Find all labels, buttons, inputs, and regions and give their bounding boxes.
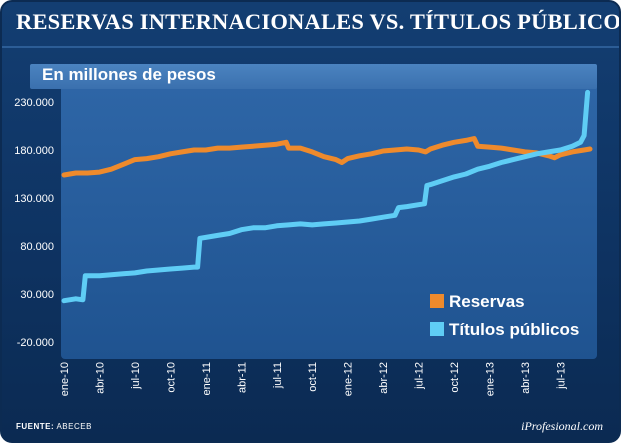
series-line-reservas <box>61 136 593 178</box>
x-tick-label: oct-12 <box>449 362 461 393</box>
y-tick-label: 180.000 <box>14 145 54 157</box>
x-tick-label: ene-12 <box>343 362 355 396</box>
series-layer <box>61 89 593 304</box>
chart-subtitle: En millones de pesos <box>42 65 216 84</box>
x-axis: ene-10 abr-10 jul-10 oct-10 ene-11 abr-11 jul-… <box>59 362 567 396</box>
legend-label: Reservas <box>449 292 525 311</box>
series-line-titulos-publicos <box>61 89 591 304</box>
legend-swatch <box>430 294 444 308</box>
legend: Reservas Títulos públicos <box>430 292 579 339</box>
x-tick-label: jul-13 <box>555 362 567 390</box>
plot-area <box>61 64 597 359</box>
y-tick-label: 130.000 <box>14 193 54 205</box>
y-tick-label: 30.000 <box>20 289 54 301</box>
y-tick-label: -20.000 <box>17 337 54 349</box>
x-tick-label: jul-12 <box>414 362 426 390</box>
y-tick-label: 230.000 <box>14 97 54 109</box>
source-value: ABECEB <box>56 422 92 431</box>
x-tick-label: jul-11 <box>272 362 284 389</box>
x-tick-label: oct-10 <box>165 362 177 393</box>
x-tick-label: abr-10 <box>94 362 106 394</box>
legend-label: Títulos públicos <box>449 320 579 339</box>
title-divider <box>2 46 619 48</box>
x-tick-label: ene-13 <box>485 362 497 396</box>
x-tick-label: ene-11 <box>201 362 213 395</box>
y-tick-label: 80.000 <box>20 241 54 253</box>
source-label: FUENTE: <box>16 422 55 431</box>
chart-title: RESERVAS INTERNACIONALES VS. TÍTULOS PÚB… <box>16 9 621 34</box>
source-note: FUENTE: ABECEB <box>16 422 92 431</box>
subtitle-band <box>30 64 597 89</box>
legend-swatch <box>430 322 444 336</box>
x-tick-label: abr-11 <box>236 362 248 393</box>
x-tick-label: ene-10 <box>59 362 71 396</box>
x-tick-label: jul-10 <box>130 362 142 390</box>
x-tick-label: abr-13 <box>520 362 532 394</box>
y-axis: -20.000 30.000 80.000 130.000 180.000 230.000 <box>14 97 54 349</box>
x-tick-label: abr-12 <box>378 362 390 394</box>
x-tick-label: oct-11 <box>307 362 319 392</box>
brand-logo: iProfesional.com <box>521 419 603 433</box>
